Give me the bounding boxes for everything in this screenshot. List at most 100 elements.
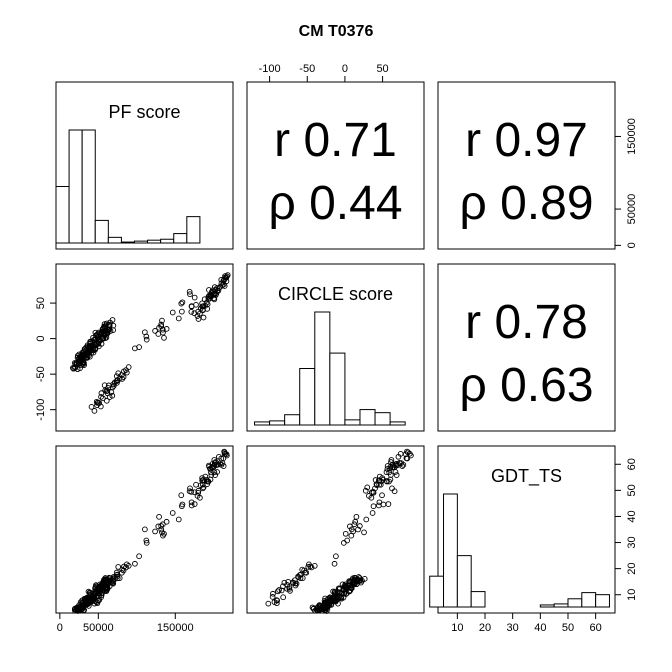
scatter-point: [115, 564, 122, 570]
scatter-point: [109, 317, 116, 323]
tick-label: 60: [590, 622, 602, 634]
scatter-point: [207, 295, 213, 302]
histogram-bar: [120, 241, 135, 244]
scatter-point: [355, 526, 361, 533]
scatter-point: [91, 408, 98, 414]
scatter-point: [113, 378, 120, 385]
scatter-point: [142, 526, 148, 533]
scatter-point: [332, 596, 339, 603]
scatter-point: [119, 566, 126, 573]
scatter-point: [163, 518, 170, 525]
scatter-point: [289, 579, 296, 586]
scatter-point: [379, 492, 385, 499]
histogram-bar: [456, 555, 472, 608]
panel-frame: [55, 445, 234, 614]
scatter-point: [316, 607, 322, 613]
scatter-point: [342, 530, 349, 537]
scatter-point: [270, 590, 276, 597]
histogram-bar: [284, 414, 301, 426]
scatter-point: [197, 494, 203, 501]
histogram-bar: [81, 129, 96, 244]
histogram-bar: [68, 129, 83, 244]
scatter-point: [113, 572, 120, 578]
scatter-point: [346, 588, 353, 595]
histogram-bar: [94, 219, 109, 244]
scatter-point: [161, 335, 167, 341]
scatter-point: [273, 597, 280, 603]
scatter-point: [374, 482, 380, 489]
scatter-point: [197, 305, 204, 312]
scatter-point: [211, 469, 218, 476]
histogram-bar: [389, 421, 406, 426]
histogram-bar: [553, 603, 569, 608]
scatter-point: [405, 449, 411, 456]
scatter-point: [200, 314, 207, 321]
tick-label: 0: [35, 336, 47, 342]
histogram-bar: [107, 236, 122, 244]
histogram-bar: [254, 421, 271, 426]
scatter-point: [348, 526, 355, 533]
chart-title: CM T0376: [299, 23, 374, 40]
scatter-point: [269, 594, 276, 600]
scatter-point: [213, 290, 220, 297]
scatter-point: [179, 308, 185, 315]
scatter-point: [82, 353, 88, 360]
scatter-point: [91, 600, 98, 607]
scatter-point: [335, 589, 341, 595]
scatter-point: [284, 585, 290, 592]
pearson-correlation: r 0.71: [274, 114, 397, 167]
tick-label: -50: [35, 366, 47, 382]
scatter-point: [207, 293, 214, 299]
scatter-point: [158, 523, 165, 529]
scatter-point: [208, 469, 214, 476]
scatter-point: [403, 455, 410, 462]
scatter-point: [109, 392, 116, 399]
scatter-point: [273, 600, 280, 607]
tick-label: -100: [35, 399, 47, 421]
scatter-point: [376, 473, 383, 480]
scatter-point: [292, 580, 299, 587]
scatter-point: [311, 562, 318, 569]
tick-label: 50: [35, 297, 47, 309]
scatter-point: [297, 575, 304, 582]
tick-label: 10: [451, 622, 463, 634]
tick-label: 30: [507, 622, 519, 634]
scatter-point: [82, 602, 88, 609]
tick-label: 150000: [626, 118, 638, 155]
scatter-point: [101, 576, 107, 583]
scatter-point: [98, 390, 105, 396]
scatter-point: [388, 457, 395, 463]
scatter-point: [191, 501, 198, 507]
tick-label: 0: [626, 242, 638, 248]
scatter-point: [160, 329, 166, 336]
scatter-point: [152, 328, 158, 334]
scatter-point: [161, 530, 167, 537]
scatter-point: [343, 584, 350, 591]
tick-label: -100: [259, 63, 281, 75]
scatter-point: [368, 494, 375, 501]
scatter-point: [179, 299, 186, 306]
scatter-point: [306, 561, 312, 568]
scatter-point: [224, 452, 230, 459]
scatter-point: [104, 390, 111, 397]
scatter-point: [156, 324, 162, 331]
tick-label: 40: [626, 510, 638, 522]
tick-label: 50: [562, 622, 574, 634]
scatter-point: [386, 478, 392, 485]
scatter-point: [386, 469, 393, 476]
scatter-point: [75, 358, 82, 365]
scatter-point: [73, 360, 79, 366]
scatter-point: [132, 560, 138, 567]
scatter-point: [384, 466, 391, 472]
tick-label: 150000: [157, 622, 194, 634]
variable-label: CIRCLE score: [278, 284, 393, 304]
scatter-point: [79, 359, 86, 366]
histogram-bar: [443, 493, 458, 608]
scatter-point: [187, 485, 193, 492]
variable-label: GDT_TS: [491, 466, 562, 487]
tick-label: 0: [342, 63, 348, 75]
panel-frame: [437, 81, 616, 250]
scatter-point: [296, 572, 303, 578]
scatter-point: [98, 594, 104, 601]
scatter-point: [347, 523, 353, 530]
